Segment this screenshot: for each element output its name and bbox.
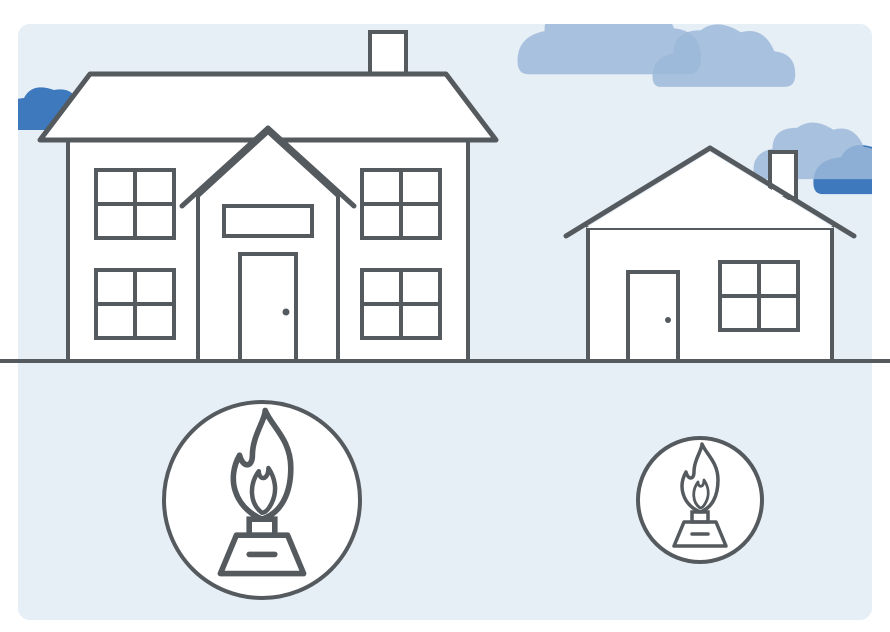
window-icon [362, 170, 440, 238]
window-icon [224, 206, 312, 236]
gas-flame-icon [638, 438, 762, 562]
window-icon [96, 170, 174, 238]
window-icon [720, 262, 798, 330]
infographic-scene [0, 0, 890, 632]
gas-flame-icon [164, 402, 360, 598]
door-icon [240, 254, 296, 361]
window-icon [362, 270, 440, 338]
window-icon [96, 270, 174, 338]
door-icon [628, 272, 678, 361]
large-house-icon [40, 32, 496, 361]
